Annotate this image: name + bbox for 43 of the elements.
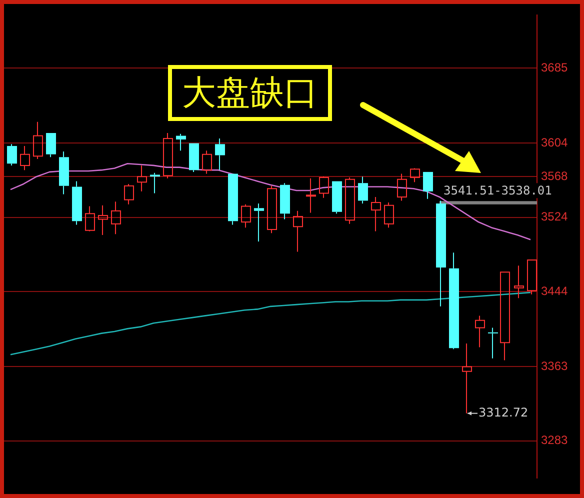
y-tick-label: 3568 [541, 168, 568, 183]
y-tick-label: 3524 [541, 210, 568, 224]
candlestick [397, 173, 407, 202]
candlestick [488, 327, 498, 359]
candlestick [449, 252, 459, 350]
candlestick [436, 200, 446, 307]
candlestick [358, 176, 368, 204]
y-tick-label: 3685 [541, 60, 568, 74]
candlestick [20, 145, 30, 171]
candlestick [163, 132, 173, 179]
candlestick [202, 150, 212, 174]
y-tick-label: 3283 [541, 433, 568, 448]
y-tick-label: 3604 [541, 136, 568, 150]
candlestick [306, 178, 316, 214]
candlestick [462, 343, 472, 414]
candlestick [280, 182, 290, 220]
candlestick [111, 201, 121, 235]
candlestick [423, 172, 433, 200]
y-tick-label: 3444 [541, 284, 568, 298]
candlestick [527, 260, 537, 295]
candlestick [176, 133, 186, 152]
candlestick [514, 265, 524, 299]
candlestick [189, 143, 199, 172]
annotation: 大盘缺口 [168, 65, 332, 121]
candlestick [59, 151, 69, 195]
annotation: 3312.72 [478, 405, 528, 420]
y-tick-label: 3363 [541, 359, 568, 374]
candlestick [137, 164, 147, 192]
candlestick [215, 138, 225, 171]
candlestick [33, 121, 43, 160]
candlestick [150, 172, 160, 194]
candlestick [7, 144, 17, 166]
candlestick [98, 204, 108, 236]
candlestick [293, 210, 303, 252]
candlestick [254, 202, 264, 242]
candlestick [46, 132, 56, 158]
candlestick [228, 174, 238, 226]
candlestick [475, 315, 485, 348]
band-label: 3541.51-3538.01 [444, 183, 552, 198]
candlestick [345, 177, 355, 224]
candlestick [371, 196, 381, 232]
candlestick [500, 272, 510, 361]
candlestick [72, 180, 82, 226]
